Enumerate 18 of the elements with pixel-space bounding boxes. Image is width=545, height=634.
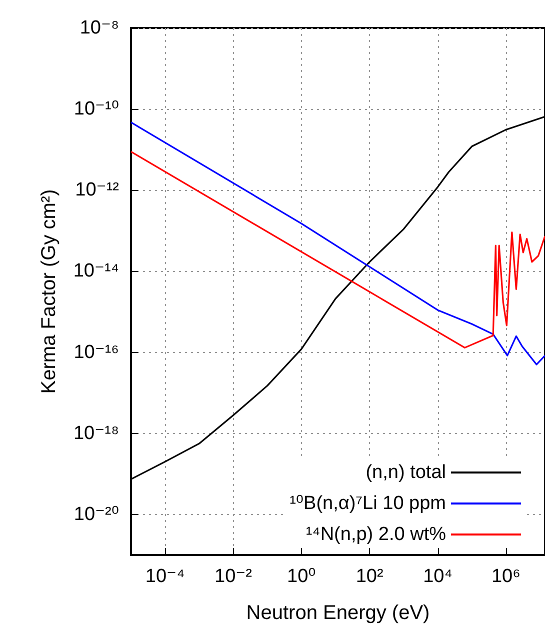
legend-label: (n,n) total xyxy=(366,462,446,483)
legend-label: ¹⁴N(n,p) 2.0 wt% xyxy=(306,524,446,545)
x-tick-label: 10⁶ xyxy=(491,566,520,587)
y-tick-label: 10⁻¹⁶ xyxy=(74,342,119,363)
x-tick-label: 10⁰ xyxy=(287,566,316,587)
y-axis-title: Kerma Factor (Gy cm²) xyxy=(38,189,60,394)
y-tick-label: 10⁻²⁰ xyxy=(74,504,119,525)
x-axis-title: Neutron Energy (eV) xyxy=(246,602,430,624)
x-tick-label: 10⁴ xyxy=(423,566,452,587)
x-tick-label: 10⁻² xyxy=(214,566,252,587)
y-tick-label: 10⁻¹² xyxy=(75,180,119,201)
legend-label: ¹⁰B(n,α)⁷Li 10 ppm xyxy=(290,493,446,514)
y-tick-label: 10⁻⁸ xyxy=(80,18,119,38)
y-tick-label: 10⁻¹⁰ xyxy=(74,98,119,120)
y-tick-label: 10⁻¹⁸ xyxy=(73,422,119,444)
y-tick-label: 10⁻¹⁴ xyxy=(73,260,119,282)
x-tick-label: 10⁻⁴ xyxy=(145,566,185,587)
x-tick-label: 10² xyxy=(356,566,384,587)
